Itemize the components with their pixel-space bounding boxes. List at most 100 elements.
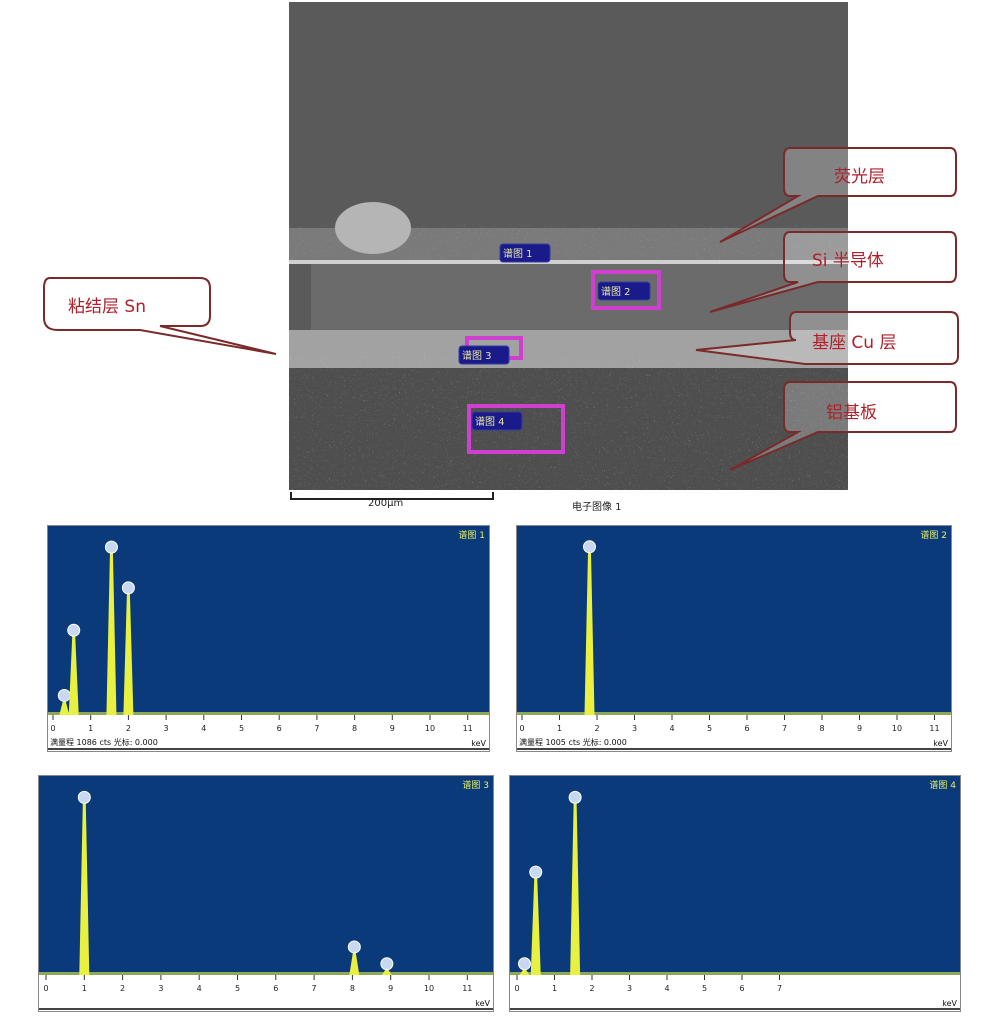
x-tick-label: 2 — [126, 724, 131, 733]
peak-3 — [570, 803, 581, 975]
x-tick-label: 0 — [43, 984, 48, 993]
x-tick-label: 11 — [462, 984, 472, 993]
x-tick-label: 5 — [702, 984, 707, 993]
spectrum-footer: 满量程 1086 cts 光标: 0.000 — [50, 738, 158, 747]
x-tick-label: 3 — [627, 984, 632, 993]
peak-marker-3 — [568, 790, 582, 804]
x-tick-label: 10 — [424, 984, 434, 993]
peak-marker-1 — [518, 957, 531, 971]
spectrum-plot: 0 1 2 3 4 5 6 7 8 9 10 11 — [39, 776, 493, 1010]
phosphor-bump — [335, 202, 411, 254]
peak-marker-4 — [121, 581, 135, 595]
si-layer — [311, 264, 848, 330]
peak-3 — [381, 969, 392, 975]
x-tick-label: 8 — [819, 724, 824, 733]
spectrum-panel-1: 0 1 2 3 4 5 6 7 8 9 10 11 谱图 1 满量程 1086 cts 光标: 0.000… — [47, 525, 490, 752]
x-tick-label: 8 — [350, 984, 355, 993]
baseline — [517, 712, 951, 715]
spectrum-panel-3: 0 1 2 3 4 5 6 7 8 9 10 11 谱图 3 keV — [38, 775, 494, 1012]
callout-si-text: Si 半导体 — [812, 251, 884, 271]
x-tick-label: 2 — [594, 724, 599, 733]
x-unit-label: keV — [471, 739, 486, 748]
x-tick-label: 10 — [425, 724, 435, 733]
spectrum-panel-2: 0 1 2 3 4 5 6 7 8 9 10 11 谱图 2 满量程 1005 cts 光标: 0.000… — [516, 525, 952, 752]
peak-marker-3 — [104, 540, 118, 554]
peak-1 — [519, 969, 530, 975]
x-tick-label: 6 — [739, 984, 744, 993]
sn-bond-line — [289, 260, 848, 264]
x-tick-label: 2 — [120, 984, 125, 993]
x-tick-label: 6 — [273, 984, 278, 993]
spot-box-2 — [591, 270, 661, 310]
x-tick-label: 3 — [158, 984, 163, 993]
x-tick-label: 11 — [929, 724, 939, 733]
x-tick-label: 9 — [390, 724, 395, 733]
callout-phosphor-text: 荧光层 — [834, 167, 885, 187]
callout-al-text: 铝基板 — [826, 403, 877, 423]
spectrum-title: 谱图 3 — [462, 781, 489, 791]
callout-cu — [695, 311, 959, 365]
x-tick-label: 4 — [201, 724, 206, 733]
sem-micrograph: 谱图 1 谱图 2 谱图 3 谱图 4 — [289, 2, 848, 490]
baseline — [510, 972, 960, 975]
spectrum-plot: 0 1 2 3 4 5 6 7 — [510, 776, 960, 1010]
scale-bar — [290, 492, 494, 500]
spot-label-4: 谱图 4 — [475, 415, 505, 428]
x-tick-label: 6 — [744, 724, 749, 733]
callout-si — [709, 231, 957, 313]
x-unit-label: keV — [933, 739, 948, 748]
x-tick-label: 5 — [235, 984, 240, 993]
callout-sn — [43, 277, 277, 355]
x-tick-label: 7 — [312, 984, 317, 993]
x-tick-label: 10 — [892, 724, 902, 733]
x-tick-label: 3 — [632, 724, 637, 733]
spot-label-bg-2 — [597, 281, 651, 301]
peak-1 — [584, 552, 595, 715]
x-tick-label: 5 — [239, 724, 244, 733]
scale-bar-label: 200μm — [368, 498, 404, 509]
spot-label-bg-4 — [471, 411, 523, 431]
peak-marker-3 — [380, 957, 394, 971]
x-tick-label: 1 — [82, 984, 87, 993]
x-unit-label: keV — [942, 999, 957, 1008]
baseline — [39, 972, 493, 975]
plot-area — [510, 776, 960, 975]
peak-3 — [106, 553, 117, 715]
callout-al — [729, 381, 957, 471]
x-tick-label: 8 — [352, 724, 357, 733]
x-tick-label: 1 — [552, 984, 557, 993]
callout-cu-text: 基座 Cu 层 — [812, 333, 897, 353]
cu-layer — [289, 330, 848, 368]
x-tick-label: 0 — [514, 984, 519, 993]
peak-4 — [123, 593, 134, 715]
spot-box-4 — [467, 404, 565, 454]
x-tick-label: 6 — [277, 724, 282, 733]
spectrum-title: 谱图 1 — [458, 531, 485, 541]
x-tick-label: 7 — [314, 724, 319, 733]
plot-area — [517, 526, 951, 715]
peak-marker-2 — [67, 623, 81, 637]
x-tick-label: 4 — [669, 724, 674, 733]
x-tick-label: 11 — [463, 724, 473, 733]
x-tick-label: 7 — [782, 724, 787, 733]
plot-area — [39, 776, 493, 975]
peak-marker-1 — [583, 540, 596, 554]
peak-2 — [68, 636, 79, 715]
x-tick-label: 1 — [557, 724, 562, 733]
spot-label-2: 谱图 2 — [601, 285, 631, 298]
x-unit-label: keV — [475, 999, 490, 1008]
spectrum-plot: 0 1 2 3 4 5 6 7 8 9 10 11 — [48, 526, 489, 750]
peak-marker-1 — [57, 688, 71, 702]
spectrum-footer: 满量程 1005 cts 光标: 0.000 — [519, 738, 627, 747]
peak-2 — [530, 878, 541, 975]
x-tick-label: 3 — [164, 724, 169, 733]
spot-label-1: 谱图 1 — [503, 247, 533, 260]
peak-2 — [349, 952, 360, 975]
x-tick-label: 0 — [519, 724, 524, 733]
x-tick-label: 4 — [197, 984, 202, 993]
x-tick-label: 4 — [664, 984, 669, 993]
x-tick-label: 2 — [589, 984, 594, 993]
callout-phosphor — [719, 147, 957, 243]
callout-sn-text: 粘结层 Sn — [68, 297, 146, 317]
peak-1 — [79, 803, 90, 975]
